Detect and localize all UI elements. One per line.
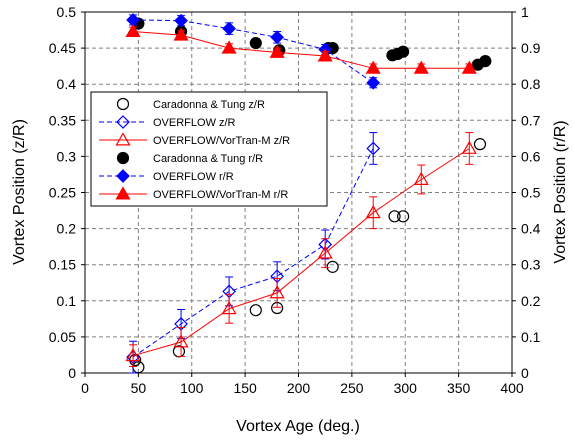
legend-entry: Caradonna & Tung r/R xyxy=(116,151,263,165)
data-point xyxy=(413,171,429,185)
legend-marker xyxy=(116,151,130,165)
x-axis-title: Vortex Age (deg.) xyxy=(236,418,360,435)
y-right-tick-label: 0.8 xyxy=(521,76,541,92)
data-point xyxy=(125,347,141,362)
x-tick-label: 0 xyxy=(81,380,89,396)
series-3 xyxy=(125,132,477,368)
legend-marker xyxy=(115,186,131,200)
legend-label: Caradonna & Tung r/R xyxy=(153,153,263,165)
x-tick-label: 150 xyxy=(233,380,257,396)
y-left-tick-label: 0.35 xyxy=(49,112,76,128)
data-point xyxy=(249,304,262,317)
legend-label: OVERFLOW r/R xyxy=(153,171,234,183)
data-point xyxy=(222,21,236,36)
data-point xyxy=(473,138,487,151)
legend-marker xyxy=(116,115,130,129)
x-tick-label: 350 xyxy=(447,380,471,396)
x-tick-label: 300 xyxy=(394,380,418,396)
x-tick-label: 200 xyxy=(287,380,311,396)
y-right-tick-label: 1 xyxy=(521,4,529,20)
legend-marker xyxy=(116,97,130,111)
data-point xyxy=(366,141,381,156)
legend-entry: OVERFLOW/VorTran-M z/R xyxy=(99,132,290,147)
y-left-tick-label: 0.15 xyxy=(49,257,76,273)
data-point xyxy=(413,60,429,74)
y-left-tick-label: 0.45 xyxy=(49,40,76,56)
data-point xyxy=(397,45,410,58)
data-point xyxy=(269,44,285,58)
series-line xyxy=(132,31,470,69)
data-point xyxy=(326,260,339,273)
y-left-tick-label: 0.2 xyxy=(57,221,77,237)
series-6 xyxy=(125,23,477,74)
data-point xyxy=(269,285,285,299)
data-point xyxy=(249,36,262,50)
y-right-tick-label: 0 xyxy=(521,365,529,381)
series-layer xyxy=(125,13,492,374)
legend-entry: OVERFLOW z/R xyxy=(99,115,236,129)
data-point xyxy=(365,205,381,219)
series-line xyxy=(132,19,374,84)
legend-label: Caradonna & Tung z/R xyxy=(153,99,265,111)
y-axis-left-title: Vortex Position (z/R) xyxy=(11,119,28,265)
y-right-tick-label: 0.3 xyxy=(521,257,541,273)
data-point xyxy=(366,75,381,90)
tick-labels: 0 50 100 150 200 250 300 350 40000.050.10.150.20… xyxy=(49,4,541,396)
y-right-tick-label: 0.5 xyxy=(521,185,541,201)
y-left-tick-label: 0.25 xyxy=(49,185,76,201)
data-point xyxy=(479,54,492,68)
y-left-tick-label: 0.3 xyxy=(57,148,77,164)
tick-marks xyxy=(81,11,516,377)
series-line xyxy=(132,148,374,358)
y-left-tick-label: 0.05 xyxy=(49,329,76,345)
data-point xyxy=(397,210,410,223)
y-right-tick-label: 0.2 xyxy=(521,293,541,309)
y-axis-right-title: Vortex Position (r/R) xyxy=(552,120,569,263)
data-point xyxy=(388,210,401,223)
data-point xyxy=(173,334,189,348)
legend-box xyxy=(90,91,328,207)
legend-label: OVERFLOW z/R xyxy=(153,117,236,129)
y-left-tick-label: 0.5 xyxy=(57,4,77,20)
x-tick-label: 50 xyxy=(131,380,147,396)
series-line xyxy=(132,148,470,357)
legend-label: OVERFLOW/VorTran-M z/R xyxy=(153,135,290,147)
data-point xyxy=(365,60,381,74)
legend-entry: OVERFLOW/VorTran-M r/R xyxy=(99,186,288,201)
y-left-tick-label: 0 xyxy=(68,365,76,381)
legend-marker xyxy=(115,132,131,146)
y-right-tick-label: 0.1 xyxy=(521,329,541,345)
legend-entry: Caradonna & Tung z/R xyxy=(116,97,265,111)
y-right-tick-label: 0.6 xyxy=(521,148,541,164)
y-right-tick-label: 0.7 xyxy=(521,112,541,128)
data-point xyxy=(174,13,188,28)
x-tick-label: 400 xyxy=(500,380,524,396)
data-point xyxy=(270,30,284,45)
data-point xyxy=(461,140,477,154)
data-point xyxy=(317,48,333,62)
data-point xyxy=(125,23,141,37)
x-tick-label: 250 xyxy=(340,380,364,396)
y-left-tick-label: 0.1 xyxy=(57,293,77,309)
y-right-tick-label: 0.9 xyxy=(521,40,541,56)
y-right-tick-label: 0.4 xyxy=(521,221,541,237)
y-left-tick-label: 0.4 xyxy=(57,76,77,92)
data-point xyxy=(317,245,333,259)
legend-marker xyxy=(116,169,130,183)
data-point xyxy=(173,27,189,41)
data-point xyxy=(221,40,237,54)
series-1 xyxy=(129,138,487,374)
x-tick-label: 100 xyxy=(180,380,204,396)
data-point xyxy=(221,301,237,315)
legend-label: OVERFLOW/VorTran-M r/R xyxy=(153,189,288,201)
legend-entry: OVERFLOW r/R xyxy=(99,169,234,183)
legend: Caradonna & Tung z/R OVERFLOW z/R OVERFLOW… xyxy=(90,91,328,207)
data-point xyxy=(461,60,477,74)
series-5 xyxy=(126,13,381,90)
